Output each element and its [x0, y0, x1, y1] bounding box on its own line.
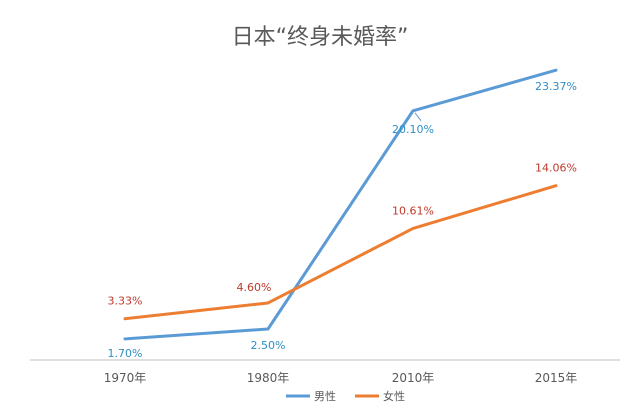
data-label: 3.33%	[108, 295, 143, 308]
data-label: 20.10%	[392, 123, 434, 136]
data-label: 2.50%	[251, 339, 286, 352]
series-line-female	[123, 184, 558, 321]
chart-title: 日本“终身未婚率”	[232, 25, 409, 50]
data-label-leader	[414, 112, 422, 122]
data-label: 4.60%	[237, 281, 272, 294]
x-tick-label: 1980年	[247, 371, 290, 385]
x-tick-label: 2015年	[535, 371, 578, 385]
plot-area: 1970年 1980年 2010年 2015年 1.70% 2.50% 20.10% 23.3…	[30, 68, 620, 385]
series-line-male	[123, 68, 558, 341]
data-label: 1.70%	[108, 347, 143, 360]
legend-label: 女性	[383, 389, 405, 403]
data-label: 10.61%	[392, 204, 434, 217]
x-tick-label: 2010年	[392, 371, 435, 385]
legend: 男性 女性	[286, 389, 405, 403]
data-label: 14.06%	[535, 162, 577, 175]
x-tick-label: 1970年	[104, 371, 147, 385]
data-label: 23.37%	[535, 80, 577, 93]
legend-label: 男性	[314, 389, 336, 403]
